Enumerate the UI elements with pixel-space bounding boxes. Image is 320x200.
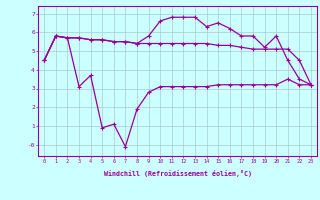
X-axis label: Windchill (Refroidissement éolien,°C): Windchill (Refroidissement éolien,°C): [104, 170, 252, 177]
